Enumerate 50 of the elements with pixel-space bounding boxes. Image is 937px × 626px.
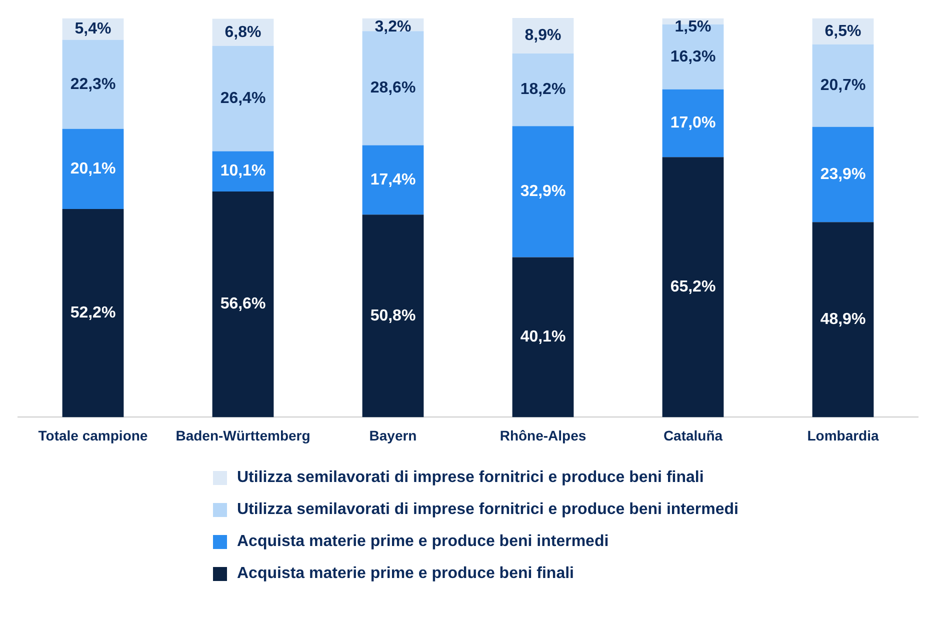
bar: [812, 222, 874, 418]
bar: [512, 257, 574, 418]
x-tick-label: Bayern: [369, 427, 417, 444]
bar: [212, 191, 274, 418]
legend-label: Acquista materie prime e produce beni intermedi: [237, 533, 609, 551]
bar: [212, 151, 274, 192]
data-label: 28,6%: [370, 80, 416, 97]
bar: [662, 89, 724, 158]
data-label: 16,3%: [670, 48, 716, 66]
bar: [62, 40, 124, 129]
data-label: 48,9%: [820, 311, 866, 328]
bar: [62, 209, 124, 418]
data-label: 22,3%: [70, 76, 116, 93]
data-label: 6,8%: [224, 24, 262, 41]
legend-label: Acquista materie prime e produce beni finali: [237, 565, 574, 583]
bar: [662, 157, 724, 418]
data-label: 50,8%: [370, 307, 416, 324]
data-label: 20,1%: [70, 160, 116, 178]
data-label: 3,2%: [374, 18, 412, 36]
x-tick-label: Totale campione: [38, 427, 148, 444]
data-label: 5,4%: [74, 20, 112, 38]
bar: [512, 126, 574, 258]
data-label: 52,2%: [70, 304, 116, 322]
data-label: 10,1%: [220, 162, 266, 180]
bar: [62, 128, 124, 210]
data-label: 23,9%: [820, 166, 866, 183]
bar: [362, 214, 424, 418]
data-label: 32,9%: [520, 183, 566, 200]
bar: [812, 126, 874, 222]
bar: [212, 46, 274, 152]
bar: [362, 145, 424, 215]
bar: [512, 53, 574, 126]
data-label: 17,4%: [370, 171, 416, 188]
data-label: 65,2%: [670, 278, 716, 296]
x-tick-label: Rhône-Alpes: [500, 427, 586, 444]
x-tick-label: Lombardia: [807, 427, 879, 444]
data-label: 26,4%: [220, 90, 266, 107]
data-label: 20,7%: [820, 77, 866, 94]
data-label: 40,1%: [520, 328, 566, 346]
data-label: 8,9%: [524, 27, 562, 44]
data-label: 6,5%: [824, 22, 862, 40]
data-label: 56,6%: [220, 296, 266, 313]
legend-label: Utilizza semilavorati di imprese fornitrici e produce beni finali: [237, 469, 704, 487]
x-tick-label: Baden-Württemberg: [176, 427, 310, 444]
bar: [812, 44, 874, 127]
data-label: 18,2%: [520, 81, 566, 98]
data-label: 1,5%: [674, 18, 712, 36]
legend-label: Utilizza semilavorati di imprese fornitrici e produce beni intermedi: [237, 501, 738, 519]
data-label: 17,0%: [670, 114, 716, 132]
x-tick-label: Cataluña: [663, 427, 723, 444]
